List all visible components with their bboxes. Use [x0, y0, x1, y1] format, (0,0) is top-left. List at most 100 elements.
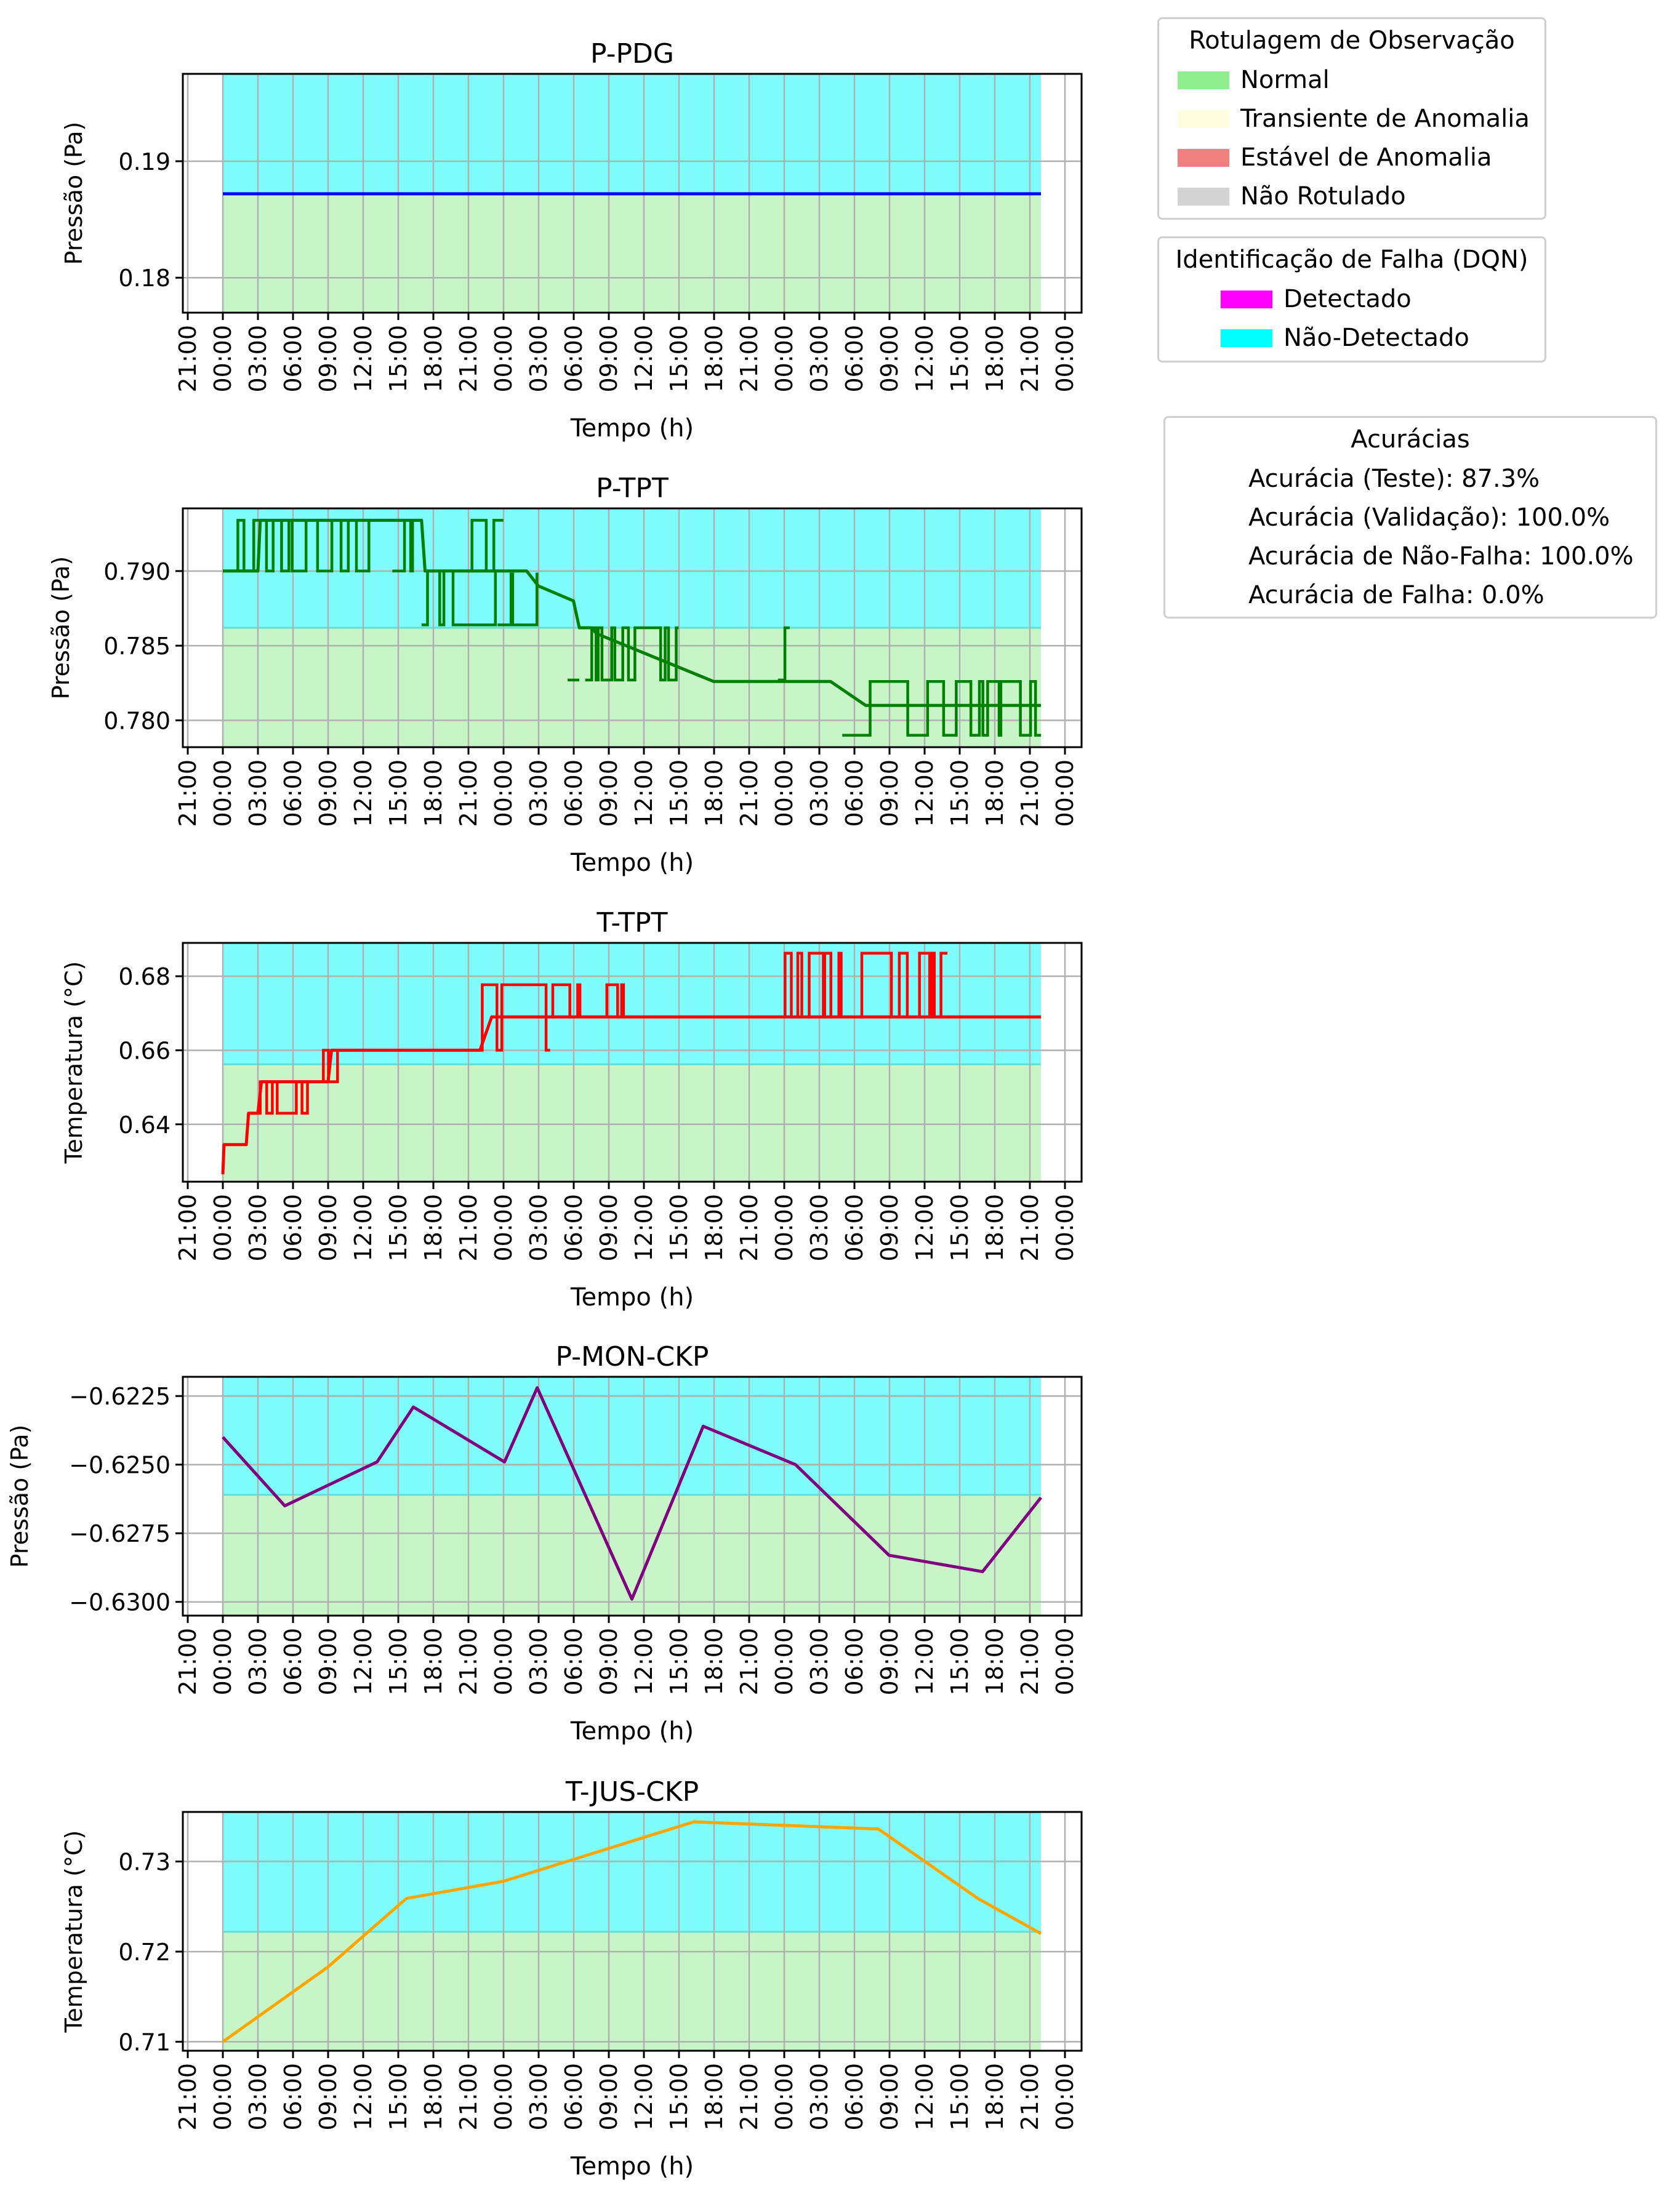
y-axis-label: Temperatura (°C)	[60, 961, 87, 1164]
x-tick-label: 09:00	[595, 325, 622, 393]
x-tick-label: 00:00	[490, 2063, 517, 2131]
x-tick-label: 12:00	[630, 2063, 657, 2131]
legend-entry-detected: Detectado	[1283, 285, 1412, 313]
x-tick-label: 15:00	[385, 1628, 412, 1696]
accuracy-validation: Acurácia (Validação): 100.0%	[1248, 503, 1610, 532]
axes-frame	[182, 1376, 1083, 1617]
x-tick-label: 18:00	[981, 1194, 1008, 1262]
x-tick-label: 21:00	[174, 1194, 201, 1262]
y-tick-label: 0.790	[103, 558, 171, 585]
x-tick-label: 15:00	[946, 2063, 973, 2131]
y-tick-label: −0.6225	[69, 1383, 171, 1410]
series-oscillation	[585, 626, 679, 682]
series-oscillation	[777, 626, 790, 682]
legend-title: Identificação de Falha (DQN)	[1175, 246, 1528, 274]
series-oscillation	[392, 519, 422, 573]
x-tick-label: 12:00	[911, 325, 938, 393]
x-tick-label: 09:00	[876, 1194, 903, 1262]
legend-entry-unlabeled: Não Rotulado	[1240, 182, 1406, 210]
y-axis-label: Pressão (Pa)	[60, 122, 87, 265]
x-tick-label: 06:00	[841, 759, 868, 827]
axes-frame	[182, 1811, 1083, 2052]
x-tick-label: 06:00	[841, 1194, 868, 1262]
normal-band	[223, 1064, 1041, 1182]
x-tick-label: 15:00	[946, 1194, 973, 1262]
x-tick-label: 06:00	[560, 1628, 587, 1696]
x-tick-label: 00:00	[490, 1194, 517, 1262]
x-tick-label: 12:00	[350, 1628, 377, 1696]
chart-panel-p-pdg: P-PDG 0.18 0.19 Pressão (Pa) 21:00 00:00 03:00…	[60, 38, 1083, 443]
x-axis-label: Tempo (h)	[570, 2152, 694, 2181]
x-tick-label: 03:00	[806, 759, 833, 827]
y-tick-label: −0.6250	[69, 1452, 171, 1479]
x-tick-label: 12:00	[911, 1194, 938, 1262]
y-axis-label: Temperatura (°C)	[60, 1830, 87, 2034]
series-oscillation	[480, 983, 550, 1052]
x-tick-label: 06:00	[841, 2063, 868, 2131]
x-tick-label: 09:00	[595, 759, 622, 827]
x-tick-label: 06:00	[560, 325, 587, 393]
x-tick-label: 09:00	[876, 1628, 903, 1696]
undetected-swatch	[1221, 329, 1272, 347]
x-tick-label: 09:00	[315, 1194, 342, 1262]
x-tick-label: 21:00	[1016, 325, 1043, 393]
accuracies-box: Acurácias Acurácia (Teste): 87.3% Acurác…	[1163, 416, 1657, 619]
series-line	[222, 1386, 1042, 1601]
x-tick-label: 00:00	[771, 2063, 798, 2131]
x-tick-label: 18:00	[420, 1628, 447, 1696]
x-tick-label: 21:00	[174, 325, 201, 393]
x-tick-label: 18:00	[701, 2063, 728, 2131]
series-oscillation	[550, 983, 632, 1019]
x-tick-label: 00:00	[209, 1628, 236, 1696]
y-tick-label: 0.780	[103, 707, 171, 734]
x-tick-label: 00:00	[771, 1628, 798, 1696]
series-oscillation	[421, 569, 498, 627]
x-tick-label: 18:00	[420, 2063, 447, 2131]
series-oscillation	[497, 572, 539, 627]
x-tick-label: 18:00	[981, 759, 1008, 827]
chart-panel-t-tpt: T-TPT 0.64 0.66 0.68 Temperatura (°C) 21:00 00…	[60, 907, 1083, 1312]
y-tick-label: 0.64	[118, 1112, 171, 1139]
x-tick-label: 21:00	[455, 1628, 482, 1696]
x-tick-label: 03:00	[244, 325, 271, 393]
series-line	[222, 1820, 1042, 2043]
legend-entry-undetected: Não-Detectado	[1283, 324, 1469, 352]
legend-entry-stable-anomaly: Estável de Anomalia	[1240, 143, 1492, 172]
detected-swatch	[1221, 291, 1272, 308]
x-tick-label: 03:00	[806, 1194, 833, 1262]
unlabeled-swatch	[1178, 188, 1229, 206]
x-tick-label: 03:00	[525, 1628, 552, 1696]
x-tick-label: 09:00	[595, 1628, 622, 1696]
series-oscillation	[316, 1049, 363, 1083]
x-tick-label: 18:00	[981, 2063, 1008, 2131]
x-tick-label: 12:00	[630, 759, 657, 827]
x-tick-label: 21:00	[736, 759, 763, 827]
x-tick-label: 06:00	[279, 1628, 307, 1696]
x-tick-label: 21:00	[174, 2063, 201, 2131]
x-tick-label: 09:00	[595, 1194, 622, 1262]
x-tick-label: 12:00	[911, 2063, 938, 2131]
chart-title: T-JUS-CKP	[565, 1776, 699, 1808]
x-tick-label: 03:00	[525, 1194, 552, 1262]
x-tick-label: 15:00	[385, 759, 412, 827]
x-tick-label: 15:00	[665, 2063, 693, 2131]
series-oscillation	[228, 519, 371, 573]
series-oscillation	[468, 519, 504, 573]
axes-frame	[182, 942, 1083, 1183]
normal-band	[223, 193, 1041, 313]
x-tick-label: 00:00	[209, 1194, 236, 1262]
stable-anomaly-swatch	[1178, 149, 1229, 167]
y-tick-label: 0.785	[103, 633, 171, 660]
x-tick-label: 15:00	[665, 325, 693, 393]
x-tick-label: 15:00	[385, 2063, 412, 2131]
x-tick-label: 15:00	[946, 759, 973, 827]
x-tick-label: 15:00	[385, 1194, 412, 1262]
x-tick-label: 15:00	[665, 759, 693, 827]
legend-title: Rotulagem de Observação	[1189, 26, 1515, 55]
x-tick-label: 18:00	[701, 1628, 728, 1696]
chart-title: P-PDG	[590, 38, 674, 70]
x-tick-label: 18:00	[420, 759, 447, 827]
x-tick-label: 00:00	[1051, 1628, 1079, 1696]
x-axis-label: Tempo (h)	[570, 849, 694, 877]
chart-panel-p-mon-ckp: P-MON-CKP −0.6300 −0.6275 −0.6250 −0.6225 Pre…	[6, 1341, 1083, 1745]
